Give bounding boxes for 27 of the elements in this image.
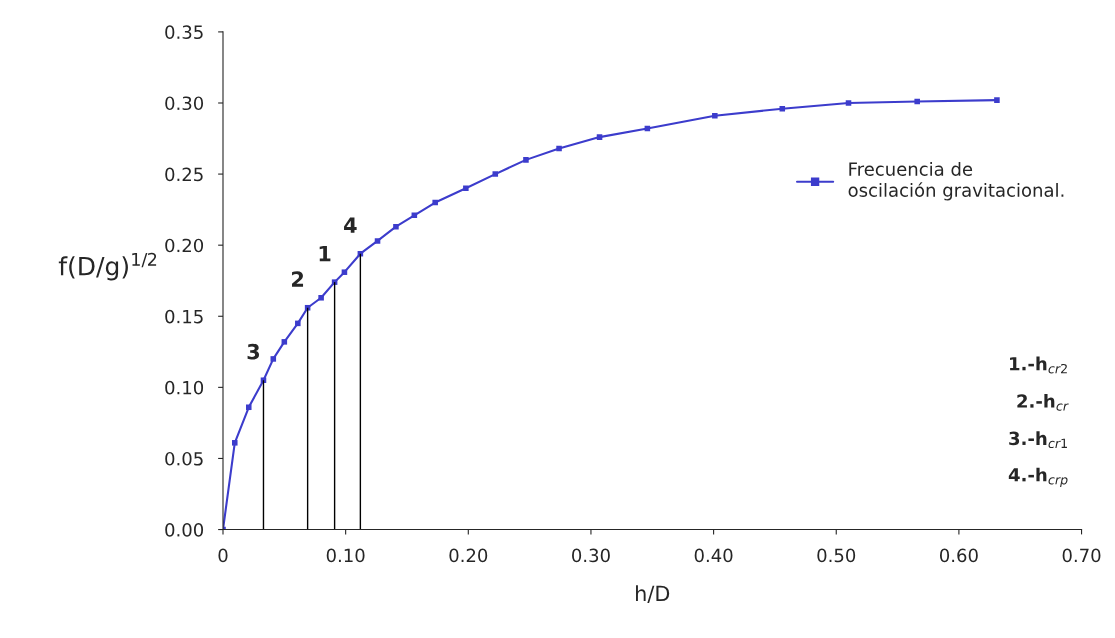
annotation: 4.-h$_{crp}$ [1008,467,1068,487]
x-tick-label: 0.10 [326,548,365,563]
x-axis-title: h/D [636,585,670,603]
annotation: 4 [344,217,357,233]
annotation: 3 [247,343,260,360]
annotation: 3.-h$_{cr1}$ [1009,431,1067,449]
y-tick-label: 0.05 [165,451,203,466]
y-tick-label: 0.10 [165,380,204,395]
annotation: 2.-h$_{cr}$ [1017,393,1069,411]
y-tick-label: 0.00 [165,523,204,537]
x-tick-label: 0.20 [449,548,488,563]
annotation: 2 [292,271,304,287]
x-tick-label: 0.70 [1062,548,1101,563]
legend-label: Frecuencia de oscilación gravitacional. [848,161,1064,201]
annotation: 1.-h$_{cr2}$ [1010,356,1067,374]
x-tick-label: 0.30 [572,548,610,563]
y-axis-title: f(D/g)$^{1/2}$ [58,252,157,281]
y-tick-label: 0.35 [165,25,203,40]
x-tick-label: 0 [218,548,228,563]
x-tick-label: 0.60 [939,548,978,563]
y-tick-label: 0.15 [165,309,203,324]
y-tick-label: 0.25 [165,167,203,182]
x-tick-label: 0.40 [694,548,733,563]
y-tick-label: 0.20 [165,238,204,253]
annotation: 1 [319,245,331,262]
x-tick-label: 0.50 [817,548,856,563]
y-tick-label: 0.30 [165,96,204,111]
